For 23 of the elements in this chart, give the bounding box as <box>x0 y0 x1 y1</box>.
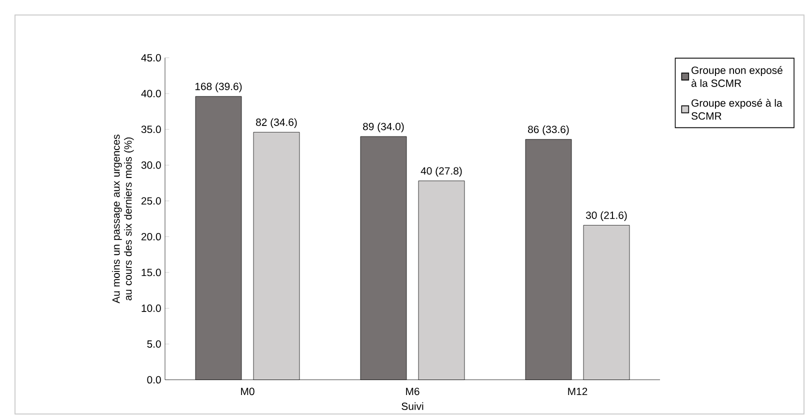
y-tick-label: 10.0 <box>142 304 161 312</box>
x-axis-title: Suivi <box>402 402 424 410</box>
data-label: 168 (39.6) <box>195 82 242 92</box>
data-label: 82 (34.6) <box>256 118 297 128</box>
x-tick-label: M6 <box>406 388 420 396</box>
data-label: 86 (33.6) <box>528 125 569 136</box>
y-tick-label: 15.0 <box>142 268 161 276</box>
y-tick-label: 5.0 <box>147 340 161 348</box>
legend-label: Groupe exposé à la SCMR <box>692 98 782 120</box>
y-tick-label: 20.0 <box>141 232 161 240</box>
y-tick-label: 25.0 <box>141 197 161 205</box>
data-label: 40 (27.8) <box>420 166 462 177</box>
legend-label: Groupe non exposé à la SCMR <box>691 66 782 87</box>
x-tick-label: M12 <box>568 388 588 396</box>
x-tick-label: M0 <box>241 388 254 396</box>
y-tick-label: 35.0 <box>141 126 161 134</box>
y-tick-label: 30.0 <box>141 161 161 169</box>
y-tick-label: 40.0 <box>141 90 161 98</box>
y-tick-label: 0.0 <box>147 376 161 384</box>
y-axis-title: Au moins un passage aux urgences au cours des six derniers mois (%) <box>112 134 134 304</box>
data-label: 89 (34.0) <box>363 122 404 132</box>
y-tick-label: 45.0 <box>141 54 161 62</box>
data-label: 30 (21.6) <box>586 211 627 222</box>
